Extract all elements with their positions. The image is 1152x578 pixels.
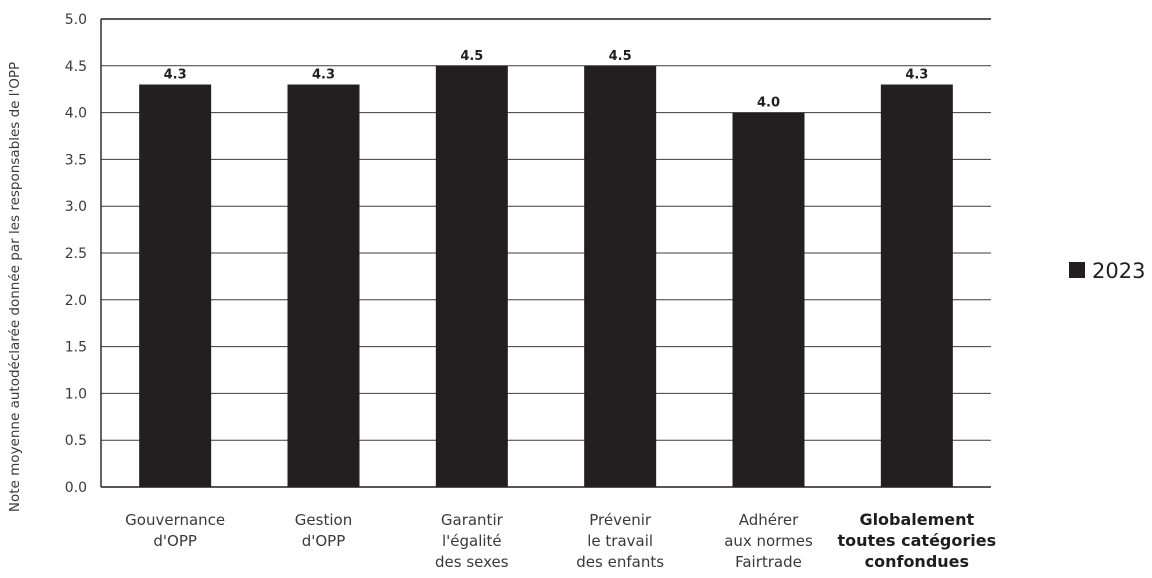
x-tick-label: l'égalité	[442, 532, 502, 550]
gridlines	[100, 18, 991, 488]
x-tick-label: confondues	[865, 552, 969, 571]
x-tick-label: des enfants	[576, 553, 664, 571]
x-tick-label: Fairtrade	[735, 553, 802, 571]
x-tick-label: d'OPP	[153, 532, 197, 550]
y-tick-label: 2.5	[65, 246, 87, 262]
x-axis-labels: Gouvernance d'OPP Gestion d'OPP Garantir l'ég…	[125, 510, 996, 571]
x-tick-label: Prévenir	[589, 511, 652, 529]
data-label: 4.5	[609, 49, 632, 64]
legend: 2023	[1069, 259, 1145, 283]
data-label: 4.5	[460, 49, 483, 64]
x-tick-label: Globalement	[859, 510, 974, 529]
bar	[435, 65, 508, 488]
y-tick-label: 2.0	[65, 293, 87, 309]
y-axis-title: Note moyenne autodéclarée donnée par les…	[7, 62, 23, 512]
data-label: 4.3	[164, 68, 187, 83]
x-tick-label: Gestion	[295, 511, 352, 529]
bar	[584, 65, 657, 488]
y-tick-label: 0.5	[65, 433, 87, 449]
x-tick-label: d'OPP	[302, 532, 346, 550]
x-tick-label: Garantir	[441, 511, 504, 529]
legend-label: 2023	[1092, 259, 1145, 283]
y-tick-label: 1.0	[65, 386, 87, 402]
legend-swatch	[1069, 262, 1085, 278]
data-labels: 4.3 4.3 4.5 4.5 4.0 4.3	[164, 49, 929, 111]
y-tick-label: 1.5	[65, 340, 87, 356]
data-label: 4.3	[312, 68, 335, 83]
y-axis-ticks: 0.0 0.5 1.0 1.5 2.0 2.5 3.0 3.5 4.0 4.5 5.0	[65, 12, 87, 496]
y-tick-label: 4.0	[65, 106, 87, 122]
x-tick-label: Gouvernance	[125, 511, 225, 529]
bar	[287, 84, 360, 488]
x-tick-label: le travail	[587, 532, 653, 550]
bar	[732, 112, 805, 487]
x-tick-label: aux normes	[724, 532, 813, 550]
bars	[139, 65, 953, 488]
bar	[880, 84, 953, 488]
x-tick-label: toutes catégories	[838, 531, 997, 550]
bar	[139, 84, 212, 488]
data-label: 4.3	[905, 68, 928, 83]
x-tick-label: des sexes	[435, 553, 509, 571]
y-tick-label: 5.0	[65, 12, 87, 28]
data-label: 4.0	[757, 96, 780, 111]
y-tick-label: 3.5	[65, 152, 87, 168]
y-tick-label: 4.5	[65, 59, 87, 75]
x-tick-label: Adhérer	[739, 511, 799, 529]
y-tick-label: 0.0	[65, 480, 87, 496]
y-tick-label: 3.0	[65, 199, 87, 215]
